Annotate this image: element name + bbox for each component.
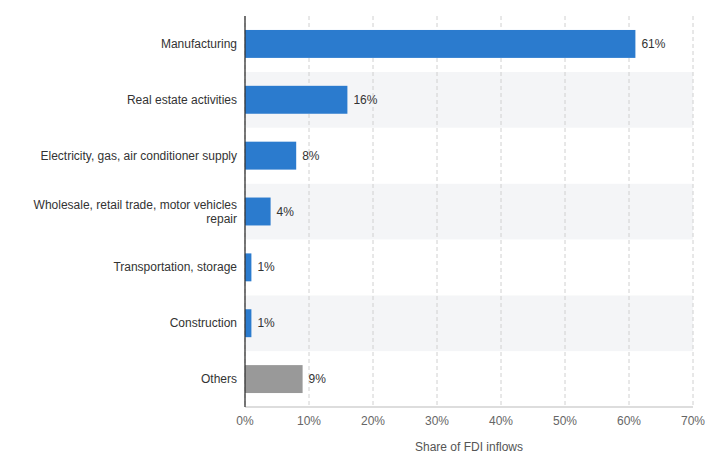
grid-line	[437, 16, 438, 407]
x-tick-label: 20%	[361, 414, 385, 428]
grid-line	[309, 16, 310, 407]
x-tick-label: 60%	[617, 414, 641, 428]
x-tick-label: 50%	[553, 414, 577, 428]
bar	[245, 253, 251, 281]
x-axis-label: Share of FDI inflows	[415, 440, 523, 454]
bar	[245, 86, 347, 114]
grid-line	[693, 16, 694, 407]
x-tick-label: 70%	[681, 414, 705, 428]
row-stripe	[245, 72, 693, 128]
chart: 0% 10% 20% 30% 40% 50% 60% 70% Share of FDI infl…	[0, 0, 721, 465]
category-label: Manufacturing	[161, 37, 237, 51]
grid-line	[565, 16, 566, 407]
data-label: 16%	[353, 93, 377, 107]
row-stripe	[245, 184, 693, 240]
x-tick-label: 0%	[236, 414, 254, 428]
data-label: 9%	[309, 372, 327, 386]
grid-line	[373, 16, 374, 407]
row-stripe	[245, 351, 693, 407]
x-tick-label: 30%	[425, 414, 449, 428]
x-axis-line	[245, 407, 693, 408]
data-label: 1%	[257, 316, 275, 330]
bar	[245, 30, 635, 58]
row-stripe	[245, 128, 693, 184]
category-label: Electricity, gas, air conditioner supply	[40, 149, 237, 163]
grid-line	[245, 16, 246, 407]
row-stripe	[245, 239, 693, 295]
category-label: Transportation, storage	[113, 260, 237, 274]
data-label: 1%	[257, 260, 275, 274]
grid	[245, 16, 693, 407]
data-labels: 9% 1% 1% 4% 8% 16% 61%	[257, 37, 665, 386]
grid-line	[629, 16, 630, 407]
zero-line	[244, 16, 245, 407]
x-tick-label: 40%	[489, 414, 513, 428]
category-label: Construction	[170, 316, 237, 330]
bar	[245, 309, 251, 337]
category-label: Real estate activities	[127, 93, 237, 107]
category-label: Wholesale, retail trade, motor vehiclesr…	[34, 198, 237, 226]
bars	[245, 30, 635, 393]
data-label: 61%	[641, 37, 665, 51]
data-label: 4%	[277, 205, 295, 219]
row-stripe	[245, 295, 693, 351]
grid-line	[501, 16, 502, 407]
bar	[245, 198, 271, 226]
x-axis: 0% 10% 20% 30% 40% 50% 60% 70%	[236, 407, 705, 428]
bar	[245, 142, 296, 170]
category-label: Others	[201, 372, 237, 386]
x-tick-label: 10%	[297, 414, 321, 428]
row-stripes	[245, 16, 693, 407]
row-stripe	[245, 16, 693, 72]
y-axis: Others Construction Transportation, storag…	[34, 37, 238, 386]
data-label: 8%	[302, 149, 320, 163]
bar	[245, 365, 303, 393]
